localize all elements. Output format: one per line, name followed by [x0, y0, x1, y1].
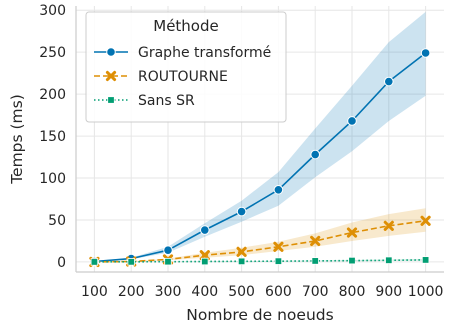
point-sans-sr	[90, 258, 99, 266]
point-sans-sr	[311, 257, 319, 265]
point-routourne	[346, 227, 358, 238]
point-graphe-transforme	[384, 76, 394, 87]
x-tick-label: 700	[302, 284, 329, 300]
point-sans-sr	[421, 256, 430, 264]
band-routourne	[94, 208, 426, 262]
y-tick-label: 250	[39, 45, 66, 61]
line-routourne	[94, 220, 426, 263]
legend-marker-routourne	[105, 70, 117, 82]
legend-label-routourne: ROUTOURNE	[138, 69, 228, 85]
y-tick-label: 0	[57, 255, 66, 271]
series-markers	[89, 48, 431, 268]
point-routourne	[420, 215, 431, 226]
point-graphe-transforme	[163, 245, 173, 255]
y-tick-label: 50	[48, 213, 66, 229]
y-tick-label: 100	[39, 171, 66, 187]
x-tick-label: 100	[81, 284, 108, 300]
point-sans-sr	[274, 257, 283, 265]
y-tick-label: 300	[39, 3, 66, 19]
point-graphe-transforme	[200, 225, 210, 235]
line-graphe-transforme	[94, 52, 427, 263]
y-tick-label: 200	[39, 87, 66, 103]
point-sans-sr	[127, 258, 135, 266]
legend-label-sans-sr: Sans SR	[138, 93, 195, 109]
point-graphe-transforme	[236, 206, 247, 217]
point-sans-sr	[164, 257, 172, 266]
x-tick-label: 1000	[408, 284, 444, 300]
legend-label-graphe-transforme: Graphe transformé	[138, 45, 271, 61]
point-routourne	[273, 241, 284, 252]
legend-marker-sans-sr	[107, 96, 115, 104]
legend-marker-graphe-transforme	[106, 47, 116, 57]
point-graphe-transforme	[420, 48, 431, 58]
x-tick-label: 600	[265, 284, 292, 300]
point-sans-sr	[237, 257, 246, 266]
legend-box	[85, 11, 287, 123]
x-tick-label: 200	[118, 284, 145, 300]
point-routourne	[236, 246, 247, 257]
y-axis-label: Temps (ms)	[8, 94, 26, 185]
point-sans-sr	[385, 256, 393, 264]
point-routourne	[310, 235, 321, 247]
point-graphe-transforme	[273, 184, 284, 195]
legend-title: Méthode	[153, 17, 219, 35]
series-lines	[94, 52, 427, 263]
x-tick-label: 300	[155, 284, 182, 300]
axes	[75, 6, 444, 273]
point-sans-sr	[348, 256, 356, 265]
point-routourne	[383, 220, 394, 231]
x-tick-label: 400	[191, 284, 218, 300]
point-routourne	[199, 250, 210, 261]
y-tick-label: 150	[39, 129, 66, 145]
point-graphe-transforme	[310, 149, 321, 160]
x-tick-label: 900	[375, 284, 402, 300]
point-sans-sr	[201, 257, 209, 266]
x-tick-label: 800	[339, 284, 366, 300]
x-tick-label: 500	[228, 284, 255, 300]
point-graphe-transforme	[347, 116, 357, 126]
line-sans-sr	[94, 259, 426, 263]
band-graphe-transforme	[94, 11, 426, 262]
x-axis-label: Nombre de noeuds	[186, 306, 333, 324]
tick-labels: 100 200 300 400 500 600 700 800 900 1000 0 50 100 150…	[39, 3, 443, 300]
legend: Méthode Graphe transformé ROUTOURNE Sans S…	[85, 11, 287, 123]
